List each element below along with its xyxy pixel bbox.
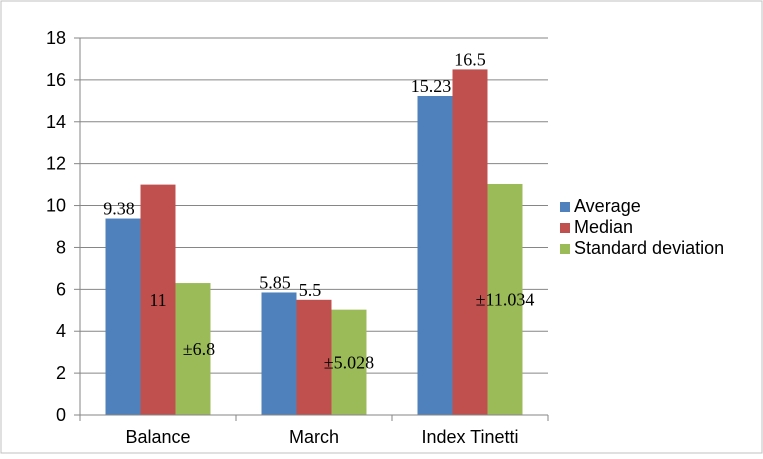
category-label: Balance — [125, 427, 190, 447]
y-tick-label: 0 — [56, 405, 66, 425]
data-label: ±5.028 — [324, 352, 374, 372]
data-label: 5.5 — [299, 280, 322, 300]
data-label: 15.23 — [411, 76, 452, 96]
y-tick-label: 4 — [56, 321, 66, 341]
data-label: ±11.034 — [476, 289, 535, 309]
data-label: 11 — [149, 290, 166, 310]
bar-standard-deviation — [487, 183, 523, 415]
bar-average — [105, 218, 141, 415]
legend-swatch — [560, 244, 570, 254]
bar-median — [452, 69, 488, 416]
data-label: 9.38 — [103, 199, 135, 219]
category-label: March — [289, 427, 339, 447]
category-label: Index Tinetti — [421, 427, 518, 447]
bar-median — [140, 184, 176, 415]
bar-standard-deviation — [175, 283, 211, 415]
y-tick-label: 12 — [46, 154, 66, 174]
data-label: ±6.8 — [183, 339, 215, 359]
bar-average — [417, 96, 453, 415]
legend-label: Standard deviation — [574, 238, 724, 258]
y-tick-label: 18 — [46, 28, 66, 48]
y-tick-label: 8 — [56, 237, 66, 257]
y-tick-label: 2 — [56, 363, 66, 383]
legend-swatch — [560, 202, 570, 212]
legend-label: Average — [574, 196, 641, 216]
axes — [74, 37, 549, 421]
legend-label: Median — [574, 217, 633, 237]
data-label: 5.85 — [259, 272, 291, 292]
y-tick-label: 16 — [46, 70, 66, 90]
bar-standard-deviation — [331, 309, 367, 415]
bar-average — [261, 292, 297, 415]
y-tick-labels: 0 2 4 6 8 10 12 14 16 18 — [46, 28, 66, 425]
bar-median — [296, 299, 332, 415]
y-tick-label: 14 — [46, 112, 66, 132]
bars-group — [105, 69, 523, 416]
y-tick-label: 10 — [46, 196, 66, 216]
category-labels: Balance March Index Tinetti — [125, 427, 518, 447]
data-label: 16.5 — [454, 49, 486, 69]
legend-swatch — [560, 223, 570, 233]
y-tick-label: 6 — [56, 279, 66, 299]
